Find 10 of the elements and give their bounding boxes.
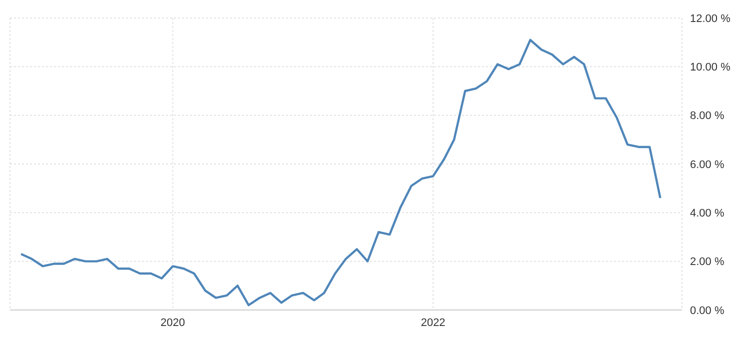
- y-tick-label: 10.00 %: [690, 62, 731, 74]
- y-tick-label: 8.00 %: [690, 110, 724, 122]
- y-tick-label: 4.00 %: [690, 208, 724, 220]
- x-tick-label: 2022: [420, 316, 446, 329]
- y-tick-label: 2.00 %: [690, 256, 724, 268]
- x-tick-label: 2020: [160, 316, 185, 329]
- y-tick-label: 12.00 %: [690, 12, 731, 25]
- y-tick-label: 6.00 %: [690, 158, 724, 171]
- line-series: [20, 38, 662, 306]
- y-tick-label: 0.00 %: [690, 304, 724, 317]
